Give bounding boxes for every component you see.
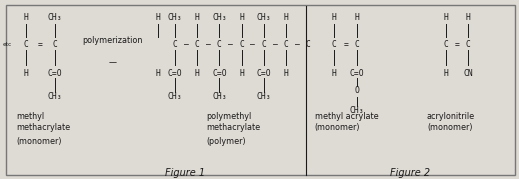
Text: H: H	[443, 69, 448, 78]
Text: H: H	[354, 13, 360, 22]
Text: H: H	[195, 13, 200, 22]
Text: C=O: C=O	[212, 69, 227, 78]
Text: polymethyl: polymethyl	[206, 112, 251, 121]
Text: H: H	[23, 69, 29, 78]
Text: C: C	[332, 40, 337, 49]
Text: C: C	[262, 40, 266, 49]
Text: CH₃: CH₃	[212, 13, 227, 22]
Text: H: H	[239, 13, 244, 22]
Text: etc: etc	[2, 42, 11, 47]
Text: Figure 1: Figure 1	[165, 168, 206, 178]
Text: C: C	[466, 40, 471, 49]
Text: C=O: C=O	[48, 69, 62, 78]
Text: CH₃: CH₃	[168, 13, 182, 22]
Text: H: H	[23, 13, 29, 22]
Text: =: =	[343, 40, 348, 49]
Text: CH₃: CH₃	[48, 13, 62, 22]
Text: —: —	[109, 58, 117, 67]
Text: Figure 2: Figure 2	[390, 168, 430, 178]
Text: CH₃: CH₃	[256, 92, 271, 101]
Text: =: =	[38, 40, 43, 49]
Text: acrylonitrile: acrylonitrile	[427, 112, 475, 121]
Text: methyl acrylate: methyl acrylate	[315, 112, 378, 121]
Text: CH₃: CH₃	[350, 106, 364, 115]
Text: C: C	[23, 40, 29, 49]
Text: H: H	[284, 13, 289, 22]
Text: —: —	[250, 40, 255, 49]
Text: CH₃: CH₃	[168, 92, 182, 101]
Text: C: C	[239, 40, 244, 49]
Text: C: C	[354, 40, 360, 49]
Text: H: H	[466, 13, 471, 22]
Text: —: —	[272, 40, 278, 49]
Text: —: —	[206, 40, 211, 49]
Text: (monomer): (monomer)	[315, 123, 360, 132]
Text: H: H	[156, 69, 161, 78]
Text: —: —	[184, 40, 188, 49]
Text: CN: CN	[463, 69, 473, 78]
Text: methacrylate: methacrylate	[16, 123, 70, 132]
Text: H: H	[195, 69, 200, 78]
Text: H: H	[156, 13, 161, 22]
Text: O: O	[354, 86, 360, 95]
Text: methacrylate: methacrylate	[206, 123, 260, 132]
Text: H: H	[443, 13, 448, 22]
Text: C=O: C=O	[256, 69, 271, 78]
Text: C: C	[443, 40, 448, 49]
Text: C=O: C=O	[168, 69, 182, 78]
Text: polymerization: polymerization	[83, 37, 143, 45]
Text: H: H	[239, 69, 244, 78]
Text: (polymer): (polymer)	[206, 137, 245, 146]
Text: (monomer): (monomer)	[16, 137, 62, 146]
FancyBboxPatch shape	[6, 5, 515, 175]
Text: H: H	[332, 69, 337, 78]
Text: C: C	[52, 40, 57, 49]
Text: CH₃: CH₃	[48, 92, 62, 101]
Text: CH₃: CH₃	[256, 13, 271, 22]
Text: —: —	[295, 40, 300, 49]
Text: C: C	[195, 40, 200, 49]
Text: CH₃: CH₃	[212, 92, 227, 101]
Text: —: —	[228, 40, 233, 49]
Text: C: C	[217, 40, 222, 49]
Text: C: C	[172, 40, 177, 49]
Text: (monomer): (monomer)	[427, 123, 472, 132]
Text: =: =	[455, 40, 459, 49]
Text: methyl: methyl	[16, 112, 44, 121]
Text: C: C	[284, 40, 289, 49]
Text: C=O: C=O	[350, 69, 364, 78]
Text: H: H	[284, 69, 289, 78]
Text: H: H	[332, 13, 337, 22]
Text: C: C	[306, 40, 311, 49]
